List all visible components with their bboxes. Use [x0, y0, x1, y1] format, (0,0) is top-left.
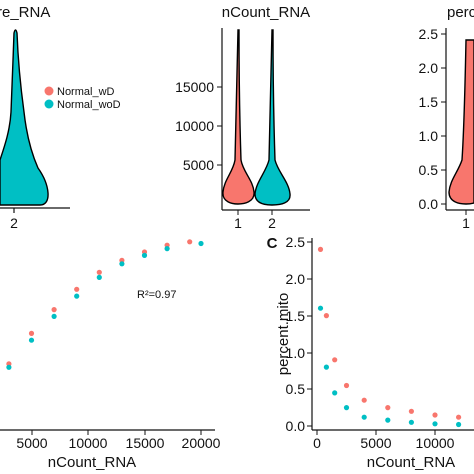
chart-title-2: nCount_RNA	[222, 4, 310, 21]
x-tick-c-10000: 10000	[416, 435, 455, 451]
violin-panel-3: perc 0.0 0.5 1.0 1.5 2.0 2.5 1	[419, 4, 474, 231]
y-tick-c-2.0: 2.0	[286, 271, 306, 287]
scatter-panel-left: R²=0.97 5000 10000 15000 20000 nCount_RN…	[0, 239, 221, 471]
y-tick-2-5000: 5000	[183, 157, 214, 173]
scatter-point-normal-wod-3	[343, 405, 350, 411]
y-tick-c-0.5: 0.5	[286, 381, 306, 397]
x-tick-1-2: 2	[10, 215, 18, 231]
y-tick-3-1.0: 1.0	[419, 128, 439, 144]
y-tick-c-1.0: 1.0	[286, 345, 306, 361]
scatter-points-c	[317, 246, 462, 428]
scatter-point-normal-wod-8	[456, 421, 462, 428]
violin-2-normal-wod	[0, 29, 49, 206]
scatter-point-normal-wod-6	[119, 261, 125, 267]
scatter-point-normal-wod-4	[361, 414, 367, 420]
y-tick-3-2.5: 2.5	[419, 26, 439, 42]
legend-swatch-wod	[44, 99, 54, 109]
legend: Normal_wD Normal_woD	[44, 86, 121, 111]
scatter-point-normal-wd-0	[317, 246, 324, 252]
violin-panel-1: re_RNA 2	[0, 4, 70, 231]
x-tick-c-0: 0	[313, 435, 321, 451]
violin-1-normal-wd	[222, 29, 255, 205]
x-axis-label-left: nCount_RNA	[48, 454, 136, 471]
scatter-point-normal-wd-5	[385, 405, 391, 411]
scatter-point-normal-wd-9	[187, 239, 193, 245]
violin-2-normal-wod-b	[254, 29, 291, 206]
scatter-point-normal-wd-2	[28, 330, 35, 336]
x-tick-left-15000: 15000	[126, 435, 165, 451]
y-tick-3-0.5: 0.5	[419, 162, 439, 178]
scatter-point-normal-wod-2	[28, 337, 35, 343]
scatter-point-normal-wd-7	[432, 412, 438, 418]
y-ticks-3: 0.0 0.5 1.0 1.5 2.0 2.5	[419, 26, 446, 212]
scatter-point-normal-wod-1	[6, 364, 12, 370]
scatter-point-normal-wd-4	[361, 397, 367, 403]
y-tick-2-15000: 15000	[175, 79, 214, 95]
x-axis-label-c: nCount_RNA	[367, 454, 455, 471]
x-tick-2-1: 1	[234, 215, 242, 231]
legend-label-wd: Normal_wD	[57, 86, 115, 98]
y-tick-c-2.5: 2.5	[286, 234, 306, 250]
legend-label-wod: Normal_woD	[57, 99, 121, 111]
scatter-point-normal-wod-4	[74, 293, 80, 299]
scatter-point-normal-wod-8	[164, 246, 170, 252]
scatter-point-normal-wod-7	[141, 252, 148, 258]
scatter-point-normal-wod-3	[51, 313, 57, 319]
scatter-point-normal-wd-3	[51, 307, 57, 313]
scatter-point-normal-wod-9	[198, 240, 204, 247]
y-axis-label-c: percent.mito	[275, 293, 292, 376]
scatter-point-normal-wd-6	[408, 408, 414, 414]
scatter-point-normal-wd-5	[96, 269, 102, 275]
violin-3-normal-wd	[448, 39, 474, 205]
y-tick-3-1.5: 1.5	[419, 94, 439, 110]
x-tick-c-5000: 5000	[360, 435, 391, 451]
r-squared-annotation: R²=0.97	[137, 289, 176, 301]
y-tick-c-1.5: 1.5	[286, 308, 306, 324]
scatter-point-normal-wod-5	[96, 274, 102, 280]
y-tick-3-2.0: 2.0	[419, 60, 439, 76]
scatter-point-normal-wod-2	[332, 390, 338, 396]
y-tick-3-0.0: 0.0	[419, 196, 439, 212]
scatter-points-left	[6, 239, 204, 370]
x-tick-left-5000: 5000	[16, 435, 47, 451]
x-tick-3-1: 1	[462, 215, 470, 231]
scatter-point-normal-wod-6	[408, 419, 414, 425]
scatter-point-normal-wod-5	[385, 417, 391, 423]
scatter-point-normal-wd-8	[456, 414, 462, 420]
y-tick-2-10000: 10000	[175, 118, 214, 134]
chart-title-1: re_RNA	[0, 4, 50, 21]
x-tick-2-2: 2	[268, 215, 276, 231]
panel-letter-c: C	[267, 235, 278, 252]
chart-title-3: perc	[447, 4, 474, 21]
x-tick-left-10000: 10000	[69, 435, 108, 451]
legend-swatch-wd	[44, 86, 54, 96]
violin-panel-2: nCount_RNA 5000 10000 15000 1 2	[175, 4, 310, 231]
y-ticks-c: 0.0 0.5 1.0 1.5 2.0 2.5	[286, 234, 312, 434]
scatter-point-normal-wod-0	[317, 305, 324, 311]
scatter-point-normal-wd-2	[332, 357, 338, 363]
scatter-point-normal-wd-1	[323, 313, 329, 319]
scatter-point-normal-wd-4	[74, 286, 80, 292]
scatter-point-normal-wd-3	[343, 382, 350, 389]
scatter-point-normal-wod-7	[432, 421, 438, 427]
x-tick-left-20000: 20000	[182, 435, 221, 451]
scatter-panel-c: 0.0 0.5 1.0 1.5 2.0 2.5 0 5000 10000 nCo…	[275, 234, 474, 471]
y-tick-c-0.0: 0.0	[286, 418, 306, 434]
scatter-point-normal-wod-1	[323, 364, 329, 370]
